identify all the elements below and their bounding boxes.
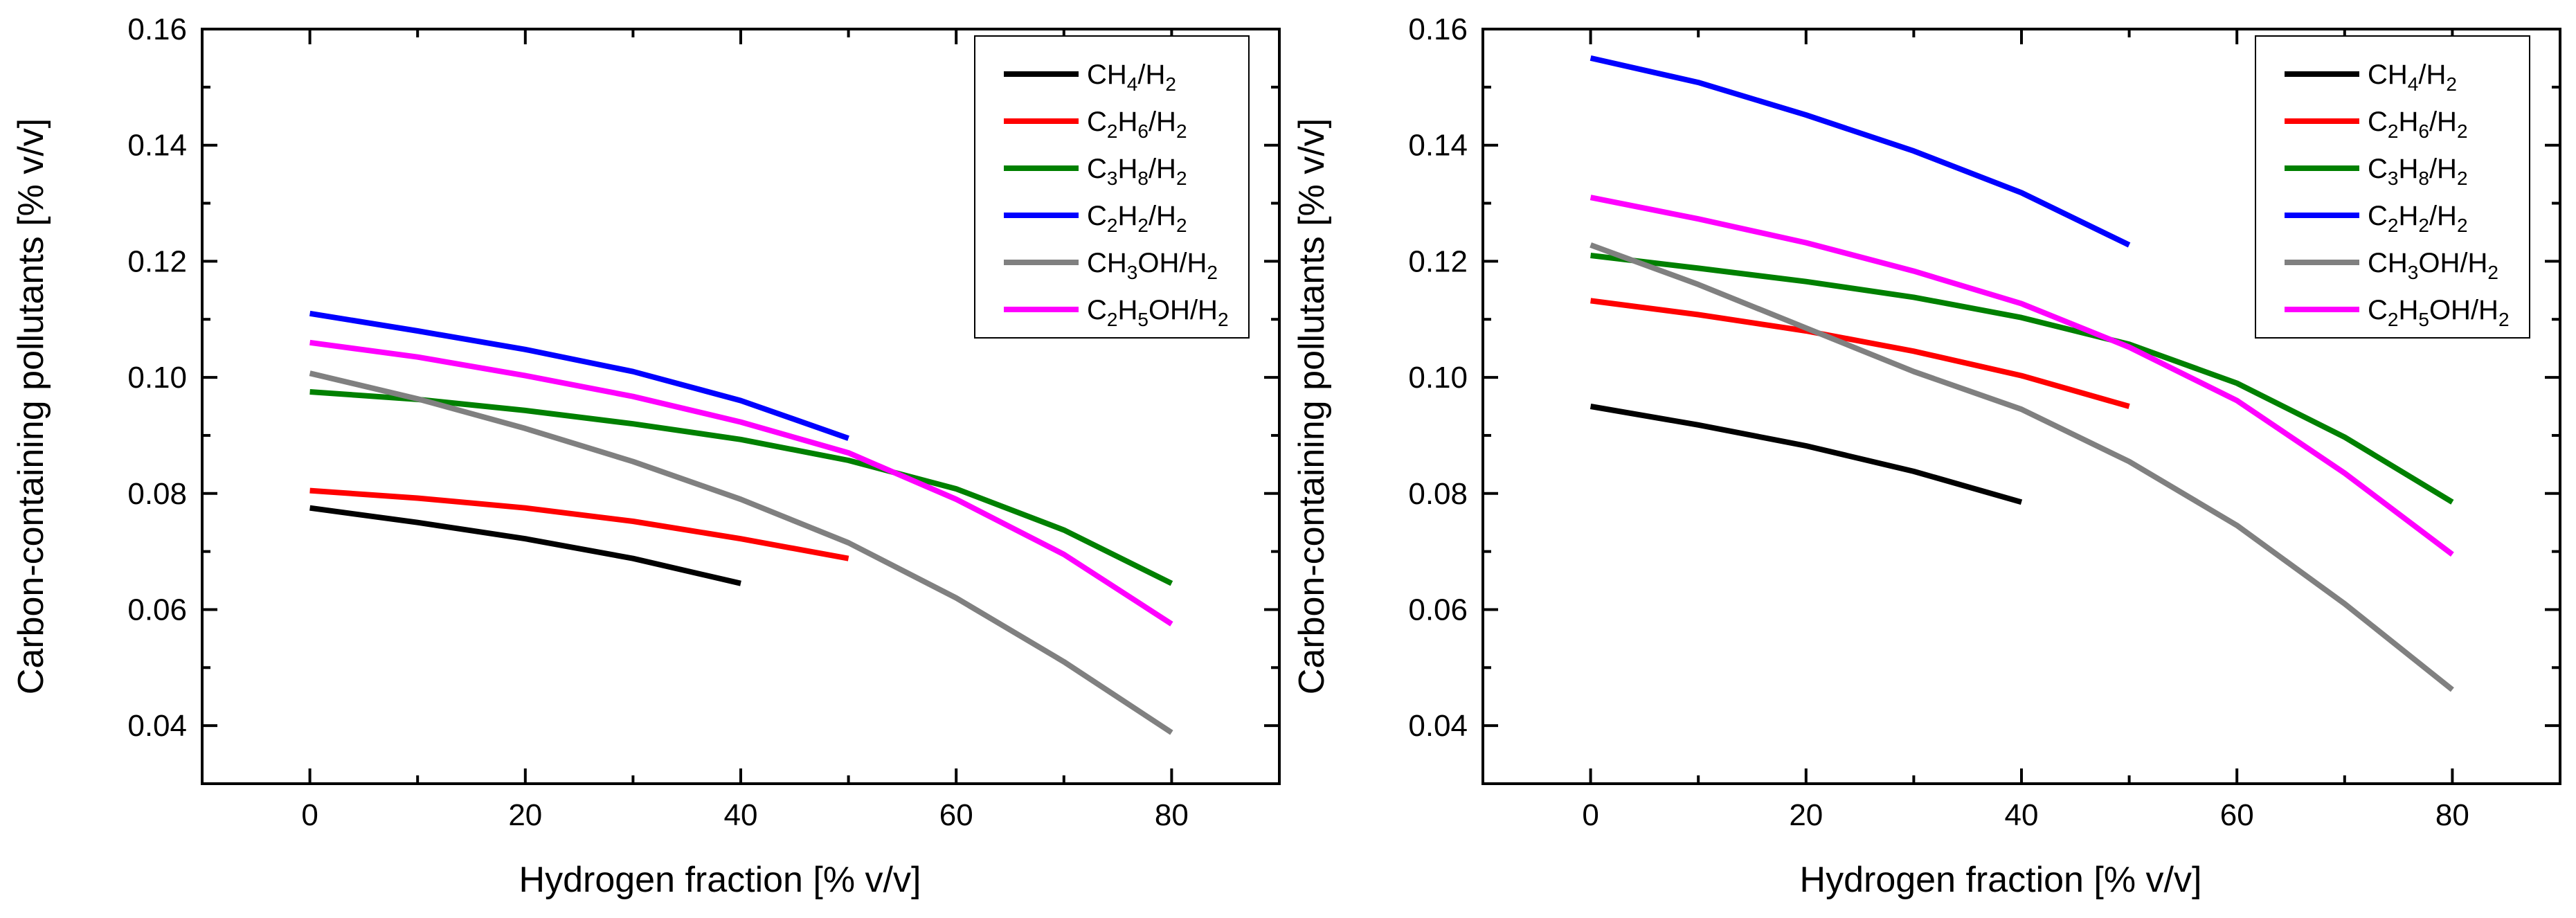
left-x-axis-label: Hydrogen fraction [% v/v] xyxy=(519,860,921,900)
right-y-tick-label: 0.10 xyxy=(1408,361,1468,395)
right-x-axis-label: Hydrogen fraction [% v/v] xyxy=(1800,860,2202,900)
right-legend-label-ch3oh-h2: CH3OH/H2 xyxy=(2368,248,2498,283)
left-x-tick-label: 0 xyxy=(301,798,318,832)
left-legend-label-ch3oh-h2: CH3OH/H2 xyxy=(1087,248,1218,283)
right-series-line-ch4-h2 xyxy=(1589,404,2023,505)
right-y-axis-label: Carbon-containing pollutants [% v/v] xyxy=(1292,118,1332,694)
left-series-line-c2h5oh-h2 xyxy=(309,339,1173,627)
left-y-tick-label: 0.14 xyxy=(127,129,187,163)
right-x-tick-label: 0 xyxy=(1582,798,1598,832)
right-y-tick-label: 0.12 xyxy=(1408,244,1468,278)
left-y-tick-label: 0.10 xyxy=(127,361,187,395)
right-series-line-c2h5oh-h2 xyxy=(1589,195,2454,557)
right-y-tick-label: 0.08 xyxy=(1408,477,1468,511)
left-legend-label-c2h5oh-h2: C2H5OH/H2 xyxy=(1087,295,1229,330)
right-legend-label-c2h2-h2: C2H2/H2 xyxy=(2368,201,2468,236)
right-chart-panel: 0 20 40 60 80 0.04 0.06 0.08 0.10 0.12 0.14 0.16 Hyd… xyxy=(1292,12,2561,900)
left-x-tick-label: 60 xyxy=(939,798,973,832)
left-y-axis-label: Carbon-containing pollutants [% v/v] xyxy=(11,118,51,694)
right-legend-label-c2h6-h2: C2H6/H2 xyxy=(2368,107,2468,142)
right-x-tick-label: 60 xyxy=(2220,798,2254,832)
left-y-tick-label: 0.08 xyxy=(127,477,187,511)
right-x-tick-label: 20 xyxy=(1789,798,1823,832)
left-y-tick-label: 0.16 xyxy=(127,12,187,46)
left-x-tick-label: 80 xyxy=(1155,798,1189,832)
left-legend-label-c3h8-h2: C3H8/H2 xyxy=(1087,154,1187,189)
right-x-tick-label: 40 xyxy=(2005,798,2039,832)
right-series-line-ch3oh-h2 xyxy=(1589,242,2454,692)
right-x-tick-label: 80 xyxy=(2435,798,2469,832)
right-legend-label-c2h5oh-h2: C2H5OH/H2 xyxy=(2368,295,2510,330)
left-series-line-ch3oh-h2 xyxy=(309,370,1173,735)
right-legend-label-ch4-h2: CH4/H2 xyxy=(2368,60,2457,95)
right-series-line-c2h2-h2 xyxy=(1589,55,2131,248)
left-y-tick-label: 0.12 xyxy=(127,244,187,278)
left-legend-label-c2h6-h2: C2H6/H2 xyxy=(1087,107,1187,142)
left-legend: CH4/H2 C2H6/H2 C3H8/H2 C2H2/H2 CH3OH/H2 C2H5O… xyxy=(974,35,1250,339)
right-series-line-c3h8-h2 xyxy=(1590,253,2454,505)
right-legend: CH4/H2 C2H6/H2 C3H8/H2 C2H2/H2 CH3OH/H2 C2H5O… xyxy=(2255,35,2530,339)
left-y-tick-label: 0.06 xyxy=(127,593,187,627)
left-legend-box xyxy=(974,35,1250,339)
left-series-line-c2h6-h2 xyxy=(309,487,849,561)
left-legend-label-c2h2-h2: C2H2/H2 xyxy=(1087,201,1187,236)
right-legend-label-c3h8-h2: C3H8/H2 xyxy=(2368,154,2468,189)
left-y-tick-label: 0.04 xyxy=(127,709,187,743)
right-y-tick-label: 0.04 xyxy=(1408,709,1468,743)
left-series-line-ch4-h2 xyxy=(309,505,741,586)
right-y-tick-label: 0.06 xyxy=(1408,593,1468,627)
right-y-tick-label: 0.16 xyxy=(1408,12,1468,46)
left-series-line-c3h8-h2 xyxy=(309,389,1173,586)
left-x-tick-label: 20 xyxy=(508,798,542,832)
right-y-tick-label: 0.14 xyxy=(1408,129,1468,163)
left-chart-panel: 0 20 40 60 80 0.04 0.06 0.08 0.10 0.12 0.14 0.16 Hyd… xyxy=(11,12,1281,900)
left-series-line-c2h2-h2 xyxy=(309,310,849,441)
left-legend-label-ch4-h2: CH4/H2 xyxy=(1087,60,1176,95)
right-legend-box xyxy=(2255,35,2530,339)
left-x-tick-label: 40 xyxy=(724,798,758,832)
right-series-line-c2h6-h2 xyxy=(1590,298,2130,409)
